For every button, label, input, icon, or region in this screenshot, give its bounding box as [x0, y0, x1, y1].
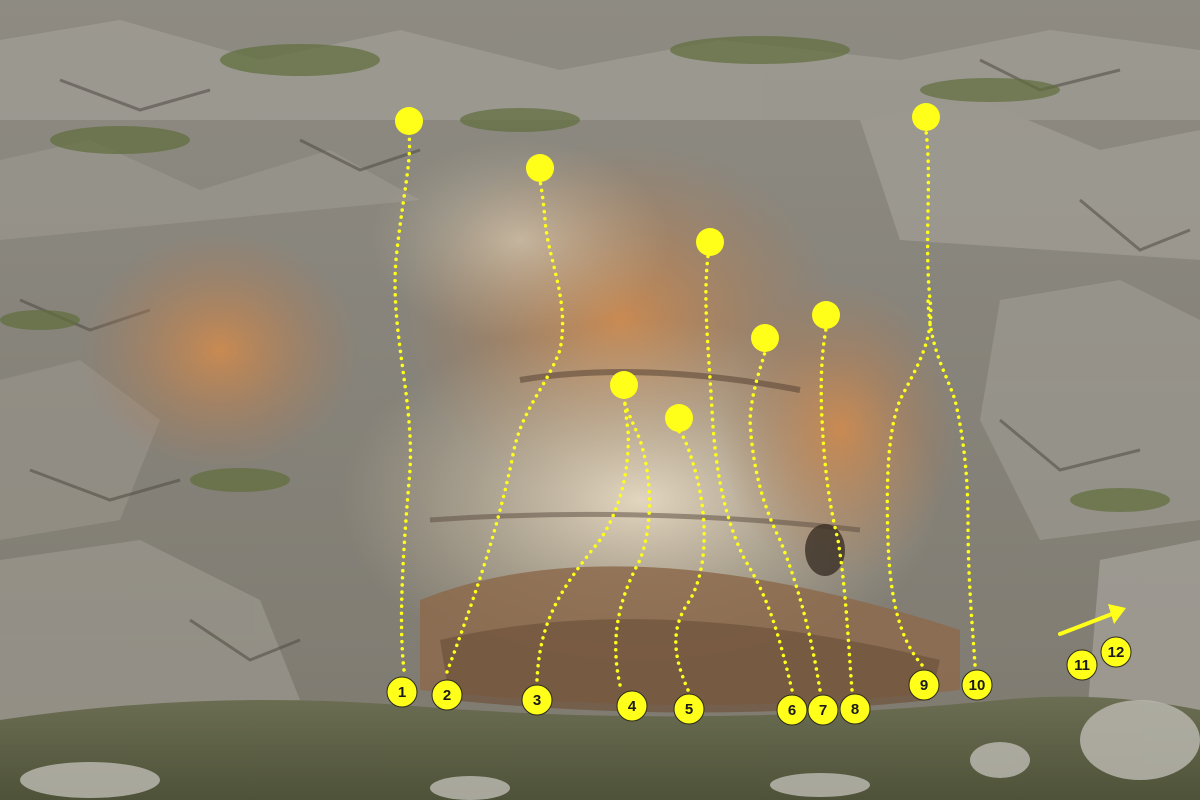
route-marker-11[interactable]: 11 — [1066, 649, 1098, 681]
route-marker-3-circle — [521, 684, 553, 716]
route-line-4 — [614, 397, 652, 687]
route-line-9 — [885, 129, 933, 667]
route-marker-3[interactable]: 3 — [521, 684, 553, 716]
route-marker-12[interactable]: 12 — [1100, 636, 1132, 668]
route-anchor-8 — [912, 103, 940, 131]
route-marker-9-circle — [908, 669, 940, 701]
route-anchors — [395, 103, 940, 432]
route-anchor-7 — [812, 301, 840, 329]
route-marker-11-label: 11 — [1074, 657, 1090, 674]
route-marker-9[interactable]: 9 — [908, 669, 940, 701]
route-marker-5-circle — [673, 693, 705, 725]
route-marker-5-label: 5 — [685, 701, 693, 718]
route-anchor-6 — [751, 324, 779, 352]
route-line-2 — [445, 180, 565, 674]
route-marker-2-circle — [431, 679, 463, 711]
route-marker-11-circle — [1066, 649, 1098, 681]
route-line-1 — [393, 133, 413, 672]
route-marker-7-label: 7 — [819, 702, 827, 719]
route-marker-1[interactable]: 1 — [386, 676, 418, 708]
route-marker-2[interactable]: 2 — [431, 679, 463, 711]
route-marker-10-label: 10 — [969, 677, 986, 694]
scrub-ground — [0, 696, 1200, 800]
route-anchor-3 — [610, 371, 638, 399]
route-marker-10[interactable]: 10 — [961, 669, 993, 701]
route-marker-5[interactable]: 5 — [673, 693, 705, 725]
route-marker-8[interactable]: 8 — [839, 693, 871, 725]
route-marker-4-label: 4 — [628, 698, 637, 715]
route-line-3 — [535, 397, 630, 682]
vegetation — [0, 36, 1170, 512]
route-marker-9-label: 9 — [920, 677, 928, 694]
arrow-icon — [1058, 604, 1126, 636]
route-marker-6-circle — [776, 694, 808, 726]
route-marker-1-circle — [386, 676, 418, 708]
route-marker-10-circle — [961, 669, 993, 701]
route-anchor-2 — [526, 154, 554, 182]
route-marker-12-circle — [1100, 636, 1132, 668]
route-marker-4[interactable]: 4 — [616, 690, 648, 722]
route-marker-1-label: 1 — [398, 684, 406, 701]
route-marker-2-label: 2 — [443, 687, 451, 704]
route-marker-8-label: 8 — [851, 701, 859, 718]
route-anchor-1 — [395, 107, 423, 135]
route-anchor-5 — [696, 228, 724, 256]
route-lines — [393, 129, 977, 692]
route-marker-4-circle — [616, 690, 648, 722]
boulders — [20, 700, 1200, 800]
route-marker-6-label: 6 — [788, 702, 796, 719]
route-marker-7[interactable]: 7 — [807, 694, 839, 726]
route-marker-6[interactable]: 6 — [776, 694, 808, 726]
route-marker-7-circle — [807, 694, 839, 726]
route-anchor-4 — [665, 404, 693, 432]
route-line-5 — [674, 430, 706, 692]
rock-cracks — [19, 58, 1191, 662]
route-marker-8-circle — [839, 693, 871, 725]
route-marker-3-label: 3 — [533, 692, 541, 709]
route-marker-12-label: 12 — [1108, 644, 1125, 661]
route-line-7 — [748, 350, 822, 692]
route-line-6 — [704, 254, 794, 692]
cave-overhang — [420, 369, 960, 713]
